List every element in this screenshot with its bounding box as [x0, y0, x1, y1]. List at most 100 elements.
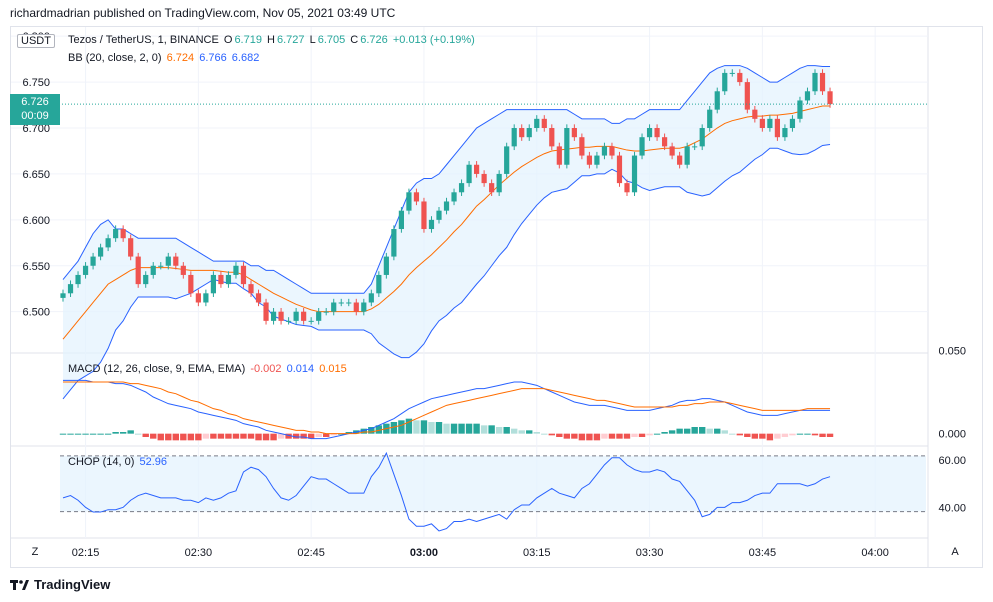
candle-body: [443, 201, 450, 211]
macd-histogram-bar: [285, 433, 292, 439]
close-label: C: [350, 34, 359, 46]
macd-histogram-bar: [172, 433, 179, 441]
macd-histogram-bar: [563, 433, 571, 439]
candle-body: [646, 128, 653, 138]
symbol-name[interactable]: Tezos / TetherUS, 1, BINANCE: [68, 34, 219, 46]
candle-body: [233, 265, 239, 275]
price-tick-label: 6.550: [22, 261, 50, 273]
candle-body: [383, 256, 389, 275]
macd-histogram-bar: [255, 433, 262, 441]
macd-histogram-bar: [405, 418, 413, 434]
candle-body: [398, 210, 404, 230]
candle-body: [270, 311, 277, 321]
candle-body: [669, 146, 675, 156]
macd-histogram-bar: [135, 433, 142, 435]
tradingview-footer[interactable]: TradingView: [10, 577, 110, 592]
macd-histogram-bar: [375, 425, 383, 434]
candle-body: [331, 302, 337, 312]
macd-histogram-bar: [119, 432, 127, 434]
candle-body: [361, 302, 367, 312]
macd-histogram-bar: [240, 433, 247, 439]
candle-body: [601, 146, 608, 156]
macd-histogram-bar: [360, 428, 367, 434]
macd-histogram-bar: [398, 420, 405, 434]
candle-body: [474, 164, 480, 174]
macd-histogram-bar: [699, 427, 706, 434]
macd-histogram-bar: [150, 433, 157, 439]
price-tick-label: 6.600: [22, 215, 50, 227]
candle-body: [218, 274, 224, 285]
candle-body: [797, 100, 803, 119]
close-value: 6.726: [360, 34, 388, 46]
macd-histogram-bar: [89, 433, 97, 435]
macd-histogram-bar: [270, 433, 277, 441]
candle-body: [173, 256, 179, 266]
candle-body: [541, 118, 547, 129]
candle-body: [278, 311, 284, 321]
macd-histogram-bar: [503, 427, 510, 434]
candle-body: [744, 82, 750, 110]
candle-body: [323, 311, 329, 313]
candle-body: [654, 128, 660, 138]
price-tick-label: 6.700: [22, 123, 50, 135]
candle-body: [714, 91, 720, 110]
currency-label[interactable]: USDT: [17, 34, 55, 48]
candle-body: [240, 265, 247, 285]
candle-body: [481, 173, 487, 184]
candle-body: [511, 128, 517, 147]
candle-body: [609, 146, 615, 156]
macd-histogram-bar: [413, 420, 420, 434]
macd-histogram-bar: [292, 433, 300, 439]
macd-histogram-bar: [796, 433, 804, 435]
candle-body: [526, 128, 532, 138]
chop-legend: CHOP (14, 0) 52.96: [68, 456, 169, 468]
macd-label[interactable]: MACD (12, 26, close, 9, EMA, EMA): [68, 363, 246, 375]
candle-body: [624, 183, 630, 193]
macd-histogram-bar: [653, 433, 661, 435]
candle-body: [158, 265, 164, 267]
macd-histogram-bar: [232, 433, 240, 439]
macd-histogram-bar: [691, 427, 698, 434]
tradingview-logo-icon: [10, 579, 29, 590]
auto-scale-button[interactable]: A: [951, 546, 959, 558]
macd-histogram-bar: [571, 433, 578, 439]
macd-tick-label: 0.000: [938, 429, 966, 441]
zoom-toggle-button[interactable]: Z: [31, 546, 39, 558]
macd-histogram-bar: [435, 422, 443, 434]
candle-body: [759, 118, 765, 129]
macd-signal-value: 0.015: [319, 363, 347, 375]
last-price-label: 6.726 00:09: [10, 94, 60, 125]
macd-histogram-bar: [774, 433, 781, 439]
x-tick-label: 03:30: [636, 547, 664, 559]
candle-body: [308, 320, 314, 322]
candle-body: [752, 109, 758, 119]
macd-histogram-bar: [202, 433, 210, 439]
macd-histogram-bar: [187, 433, 195, 441]
candle-body: [662, 137, 668, 147]
chop-label[interactable]: CHOP (14, 0): [68, 456, 135, 468]
chop-value: 52.96: [139, 456, 168, 468]
macd-histogram-bar: [616, 433, 623, 439]
symbol-legend: Tezos / TetherUS, 1, BINANCE O 6.719 H 6.7…: [68, 34, 477, 46]
macd-histogram-bar: [323, 433, 330, 437]
candle-body: [143, 274, 149, 285]
candle-body: [789, 118, 796, 129]
bb-label[interactable]: BB (20, close, 2, 0): [68, 52, 162, 64]
price-tick-label: 6.750: [22, 77, 50, 89]
x-tick-label: 02:15: [72, 547, 100, 559]
candle-body: [466, 164, 472, 184]
candle-body: [113, 229, 119, 239]
macd-histogram-bar: [277, 433, 285, 439]
candle-body: [827, 91, 833, 105]
bb-legend: BB (20, close, 2, 0) 6.724 6.766 6.682: [68, 52, 261, 64]
macd-histogram-bar: [82, 433, 89, 435]
candle-body: [549, 128, 555, 147]
macd-histogram-bar: [488, 425, 495, 434]
macd-histogram-bar: [97, 433, 104, 435]
macd-histogram-bar: [428, 422, 435, 434]
low-value: 6.705: [317, 34, 346, 46]
macd-histogram-bar: [112, 432, 119, 434]
candle-body: [639, 137, 645, 156]
bb-upper-value: 6.766: [199, 52, 227, 64]
